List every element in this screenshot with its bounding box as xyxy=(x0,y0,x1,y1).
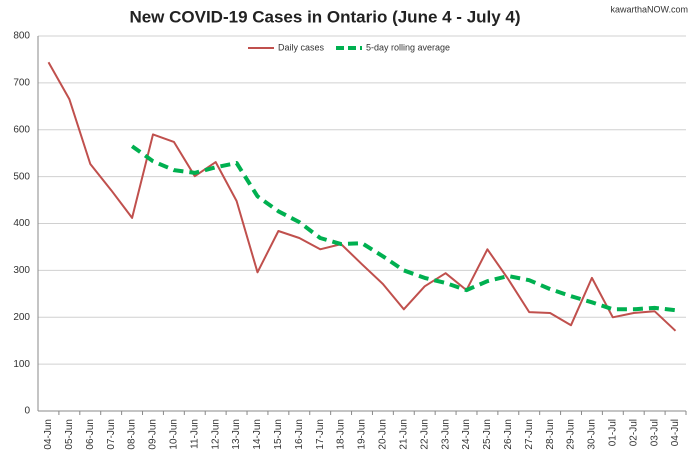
x-tick-label: 23-Jun xyxy=(440,419,451,450)
x-tick-label: 04-Jun xyxy=(43,419,54,450)
x-tick-label: 30-Jun xyxy=(587,419,598,450)
y-tick-label: 200 xyxy=(13,312,30,323)
watermark: kawarthaNOW.com xyxy=(610,4,688,14)
y-tick-label: 300 xyxy=(13,265,30,276)
x-tick-label: 11-Jun xyxy=(189,419,200,449)
x-tick-label: 08-Jun xyxy=(127,419,138,450)
x-tick-label: 07-Jun xyxy=(106,419,117,450)
y-tick-label: 100 xyxy=(13,359,30,370)
x-tick-label: 01-Jul xyxy=(607,419,618,446)
chart-title: New COVID-19 Cases in Ontario (June 4 - … xyxy=(129,7,520,26)
x-tick-label: 28-Jun xyxy=(545,419,556,450)
x-tick-label: 17-Jun xyxy=(315,419,326,450)
y-tick-label: 800 xyxy=(13,31,30,42)
x-tick-label: 29-Jun xyxy=(566,419,577,450)
legend-label: Daily cases xyxy=(278,42,325,52)
x-tick-label: 13-Jun xyxy=(231,419,242,450)
y-tick-label: 0 xyxy=(24,406,30,417)
x-tick-label: 25-Jun xyxy=(482,419,493,450)
x-tick-label: 06-Jun xyxy=(85,419,96,450)
legend-label: 5-day rolling average xyxy=(366,42,450,52)
y-tick-label: 700 xyxy=(13,78,30,89)
x-tick-label: 20-Jun xyxy=(378,419,389,450)
y-tick-label: 600 xyxy=(13,124,30,135)
x-tick-label: 22-Jun xyxy=(419,419,430,450)
x-tick-label: 04-Jul xyxy=(670,419,681,446)
x-tick-label: 27-Jun xyxy=(524,419,535,450)
x-tick-label: 14-Jun xyxy=(252,419,263,450)
y-tick-label: 400 xyxy=(13,218,30,229)
y-tick-label: 500 xyxy=(13,171,30,182)
series-line xyxy=(130,144,676,313)
x-tick-label: 09-Jun xyxy=(148,419,159,450)
x-tick-label: 24-Jun xyxy=(461,419,472,450)
x-tick-label: 16-Jun xyxy=(294,419,305,450)
x-tick-label: 12-Jun xyxy=(210,419,221,450)
series-line xyxy=(47,61,677,332)
x-tick-label: 19-Jun xyxy=(357,419,368,450)
x-tick-label: 21-Jun xyxy=(398,419,409,450)
x-tick-label: 05-Jun xyxy=(64,419,75,450)
x-tick-label: 15-Jun xyxy=(273,419,284,450)
x-tick-label: 10-Jun xyxy=(169,419,180,450)
x-tick-label: 02-Jul xyxy=(628,419,639,446)
x-tick-label: 03-Jul xyxy=(649,419,660,446)
x-tick-label: 18-Jun xyxy=(336,419,347,450)
x-tick-label: 26-Jun xyxy=(503,419,514,450)
